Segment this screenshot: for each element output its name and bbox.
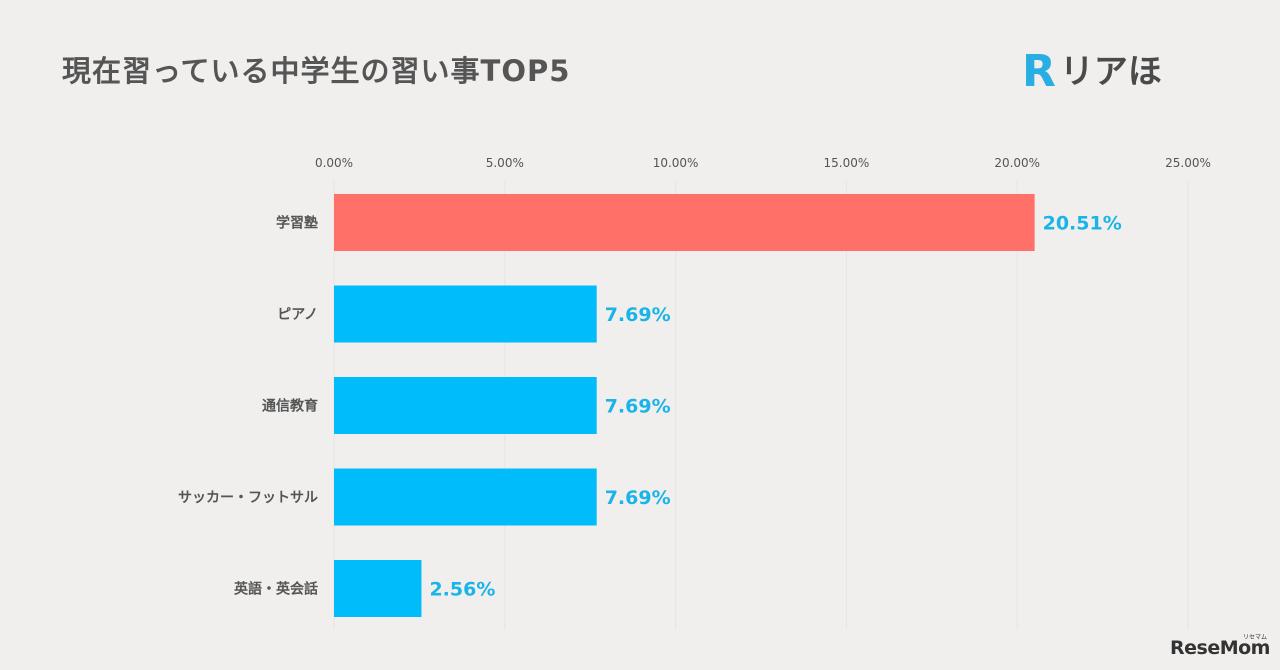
x-tick-label: 20.00% [994,156,1040,170]
category-label: 学習塾 [276,215,318,232]
data-label: 7.69% [605,396,671,418]
riaho-logo: R リアほ [1022,50,1162,94]
bar [334,560,422,617]
data-labels: 20.51% 7.69% 7.69% 7.69% 2.56% [429,213,1121,601]
chart-title: 現在習っている中学生の習い事TOP5 [62,54,571,88]
logo-text: リアほ [1059,52,1162,92]
category-label: 通信教育 [262,398,318,415]
data-label: 2.56% [429,579,495,601]
category-label: 英語・英会話 [233,581,318,598]
x-tick-label: 10.00% [653,156,699,170]
bar [334,194,1035,251]
x-tick-label: 15.00% [824,156,870,170]
x-tick-label: 5.00% [486,156,524,170]
x-tick-label: 0.00% [315,156,353,170]
resemom-watermark-sub: リセマム [1243,634,1268,641]
bar [334,468,597,526]
data-label: 20.51% [1043,213,1122,235]
resemom-watermark: ReseMom [1170,637,1270,659]
data-label: 7.69% [605,304,671,326]
grid-lines [333,180,1189,630]
bars [334,194,1035,617]
data-label: 7.69% [605,487,671,509]
bar [334,285,597,343]
category-label: ピアノ [277,307,318,323]
logo-mark: R [1022,46,1056,97]
bar [334,377,597,434]
x-axis-ticks: 0.00% 5.00% 10.00% 15.00% 20.00% 25.00% [315,156,1211,170]
x-tick-label: 25.00% [1165,156,1211,170]
category-label: サッカー・フットサル [178,490,318,506]
